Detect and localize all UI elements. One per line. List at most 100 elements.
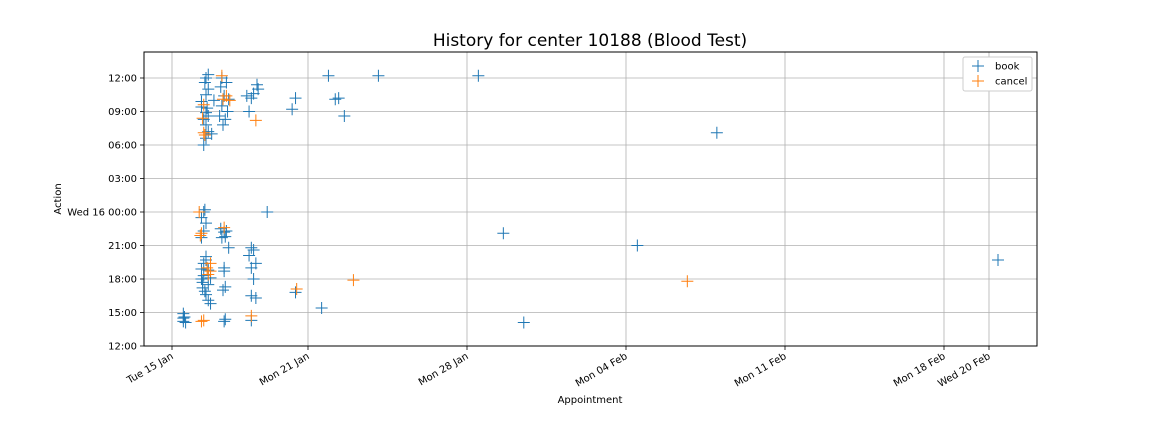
cancel-point [197, 126, 210, 139]
book-point [195, 101, 208, 114]
legend-marker-cancel [972, 75, 984, 87]
cancel-point [215, 69, 228, 82]
y-tick-label: 12:00 [108, 342, 137, 353]
book-point [207, 94, 220, 107]
book-point [992, 254, 1004, 267]
book-point [200, 118, 212, 131]
book-point [204, 297, 217, 310]
book-point [338, 109, 351, 122]
chart-title: History for center 10188 (Blood Test) [433, 31, 747, 51]
book-point [245, 289, 258, 302]
book-point [200, 254, 212, 267]
y-axis-label: Action [53, 183, 64, 214]
x-tick-label: Mon 21 Jan [258, 351, 312, 388]
book-point [249, 291, 262, 304]
book-point [219, 280, 232, 293]
book-point [202, 294, 215, 307]
book-point [197, 139, 210, 151]
book-point [198, 285, 211, 298]
book-point [205, 127, 218, 140]
book-point [195, 273, 208, 285]
plot-frame [143, 51, 1038, 347]
cancel-point [217, 93, 229, 106]
x-tick-label: Tue 15 Jan [124, 351, 175, 387]
y-tick-label: 12:00 [108, 74, 137, 85]
cancel-point [196, 112, 209, 125]
book-point [245, 241, 258, 254]
book-point [218, 265, 231, 278]
book-point [240, 89, 253, 102]
legend-marker-book [972, 60, 984, 72]
book-point [372, 69, 385, 82]
cancel-point [204, 257, 217, 270]
data-points [177, 68, 1004, 329]
book-point [286, 103, 299, 116]
legend-label-cancel: cancel [995, 77, 1027, 88]
book-point [245, 261, 258, 274]
book-point [214, 222, 227, 235]
y-tick-label: 15:00 [108, 308, 137, 319]
cancel-point [195, 227, 208, 240]
book-point [315, 302, 328, 315]
book-point [196, 281, 209, 294]
y-tick-label: Wed 16 00:00 [67, 208, 137, 219]
cancel-point [347, 274, 360, 287]
book-point [197, 269, 210, 282]
book-point [472, 69, 485, 82]
y-tick-label: 09:00 [108, 107, 137, 118]
cancel-point [249, 114, 262, 127]
book-point [217, 284, 229, 297]
cancel-point [290, 283, 303, 296]
book-point [221, 105, 234, 118]
book-point [197, 113, 210, 126]
cancel-point [218, 221, 231, 234]
cancel-point [193, 206, 206, 218]
book-point [200, 72, 212, 84]
book-point [218, 315, 231, 328]
cancel-point [245, 309, 258, 322]
book-point [243, 105, 256, 118]
book-point [215, 99, 228, 112]
book-point [222, 241, 235, 254]
book-point [202, 83, 215, 96]
book-point [322, 69, 335, 82]
book-point [329, 93, 342, 106]
book-point [202, 125, 215, 138]
book-point [243, 249, 256, 262]
book-point [200, 288, 212, 301]
book-point [201, 102, 214, 115]
y-tick-label: 21:00 [108, 241, 137, 252]
legend-label-book: book [995, 62, 1020, 73]
cancel-point [681, 275, 694, 288]
book-point [219, 230, 232, 243]
book-point [289, 286, 302, 299]
book-point [710, 126, 723, 139]
book-point [332, 92, 345, 105]
book-point [247, 243, 260, 256]
x-axis: Tue 15 Jan Mon 21 Jan Mon 28 Jan Mon 04 Feb… [124, 346, 993, 390]
y-tick-label: 18:00 [108, 275, 137, 286]
book-point [200, 217, 212, 230]
book-point [202, 68, 215, 81]
y-axis: 12:00 15:00 18:00 21:00 Wed 16 00:00 03:00 06:… [67, 74, 144, 353]
book-point [195, 211, 208, 224]
book-point [247, 273, 260, 285]
book-point [631, 239, 644, 252]
book-point [220, 224, 233, 237]
book-point [200, 88, 212, 101]
cancel-point [194, 229, 207, 242]
book-point [217, 118, 229, 131]
x-tick-label: Mon 11 Feb [733, 351, 789, 389]
book-point [497, 227, 510, 240]
book-point [219, 113, 232, 126]
cancel-point [197, 314, 210, 327]
book-point [213, 109, 226, 122]
cancel-point [195, 315, 208, 328]
book-point [252, 83, 265, 96]
cancel-point [223, 94, 236, 107]
grid-lines [144, 52, 1037, 347]
book-point [195, 262, 208, 275]
y-tick-label: 03:00 [108, 174, 137, 185]
legend: book cancel [962, 56, 1033, 92]
